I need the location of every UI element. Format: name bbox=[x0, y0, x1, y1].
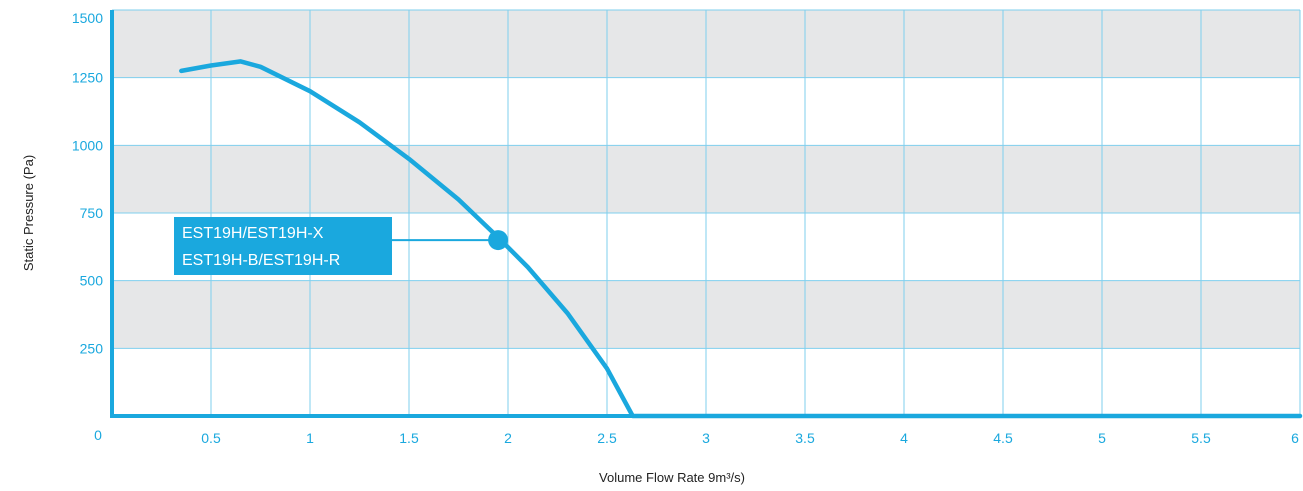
x-axis-title: Volume Flow Rate 9m³/s) bbox=[599, 470, 745, 485]
chart-grid bbox=[112, 9, 1301, 416]
x-tick-label: 3 bbox=[702, 430, 710, 446]
callout-label-line-1: EST19H/EST19H-X bbox=[182, 225, 324, 242]
fan-curve-line bbox=[179, 59, 1303, 419]
x-tick-label: 1 bbox=[306, 430, 314, 446]
origin-tick-label: 0 bbox=[94, 427, 102, 443]
y-tick-label: 500 bbox=[80, 273, 104, 289]
x-tick-label: 3.5 bbox=[795, 430, 815, 446]
x-tick-labels: 0.5 1 1.5 2 2.5 3 3.5 4 4.5 5 5.5 6 bbox=[201, 430, 1299, 446]
y-tick-label: 1000 bbox=[72, 137, 103, 153]
chart-markers bbox=[488, 230, 509, 251]
model-callout: EST19H/EST19H-X EST19H-B/EST19H-R bbox=[174, 217, 499, 275]
callout-box bbox=[174, 217, 392, 275]
x-tick-label: 1.5 bbox=[399, 430, 419, 446]
operating-point-marker bbox=[488, 230, 509, 251]
y-tick-label: 1250 bbox=[72, 70, 103, 86]
y-tick-label: 750 bbox=[80, 205, 104, 221]
x-tick-label: 5 bbox=[1098, 430, 1106, 446]
chart-series bbox=[179, 59, 1303, 419]
x-tick-label: 2.5 bbox=[597, 430, 617, 446]
x-tick-label: 0.5 bbox=[201, 430, 221, 446]
x-tick-label: 5.5 bbox=[1191, 430, 1211, 446]
y-tick-label: 250 bbox=[80, 340, 104, 356]
x-tick-label: 4 bbox=[900, 430, 908, 446]
x-tick-label: 4.5 bbox=[993, 430, 1013, 446]
callout-label-line-2: EST19H-B/EST19H-R bbox=[182, 252, 340, 269]
y-tick-labels: 250 500 750 1000 1250 1500 bbox=[72, 10, 103, 356]
x-tick-label: 2 bbox=[504, 430, 512, 446]
y-tick-label: 1500 bbox=[72, 10, 103, 26]
x-tick-label: 6 bbox=[1291, 430, 1299, 446]
y-axis-title: Static Pressure (Pa) bbox=[21, 155, 36, 271]
